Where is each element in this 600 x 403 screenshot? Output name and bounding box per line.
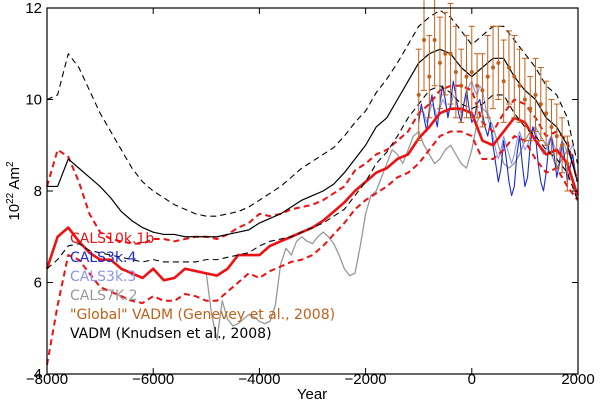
legend-entry-cals7k-2: CALS7K.2 (70, 288, 137, 304)
legend-entry-cals3k-3: CALS3k.3 (70, 269, 136, 285)
data-point (459, 83, 464, 88)
y-axis-title-unit: Am (6, 167, 23, 193)
y-tick-label: 12 (25, 0, 42, 17)
x-tick-label: 2000 (561, 371, 594, 388)
series-vadm-knudsen-et-al-2008-lower (46, 85, 578, 270)
x-tick-label: −6000 (132, 371, 174, 388)
series-layer (45, 0, 579, 366)
data-point (517, 83, 522, 88)
data-point (480, 88, 485, 93)
series-line (46, 9, 579, 217)
y-tick-label: 6 (34, 275, 42, 292)
series-line (205, 108, 574, 341)
data-point (443, 51, 448, 56)
data-point (422, 38, 427, 43)
legend-entry-global-vadm-genevey-et-al-2008: "Global" VADM (Genevey et al., 2008) (70, 307, 335, 323)
x-tick-label: −8000 (26, 371, 68, 388)
data-point (544, 111, 549, 116)
data-point (549, 124, 554, 129)
series-cals7k-2 (205, 108, 574, 341)
series-vadm-knudsen-et-al-2008-upper (46, 9, 579, 217)
y-tick-label: 10 (25, 92, 42, 109)
data-point (464, 74, 469, 79)
y-axis-title-base: 10 (6, 204, 23, 221)
y-tick-label: 8 (34, 183, 42, 200)
x-tick-label: −4000 (238, 371, 280, 388)
data-point (554, 134, 559, 139)
x-tick-label: 0 (468, 371, 476, 388)
series-vadm-knudsen-et-al-2008 (47, 48, 579, 238)
series-line (418, 80, 576, 197)
series-cals3k-3 (418, 80, 576, 165)
legend-entry-cals3k-4: CALS3k.4 (70, 250, 137, 266)
data-point (448, 51, 453, 56)
data-point (491, 65, 496, 70)
data-point (416, 92, 421, 97)
ticks-layer: −8000 −6000 −4000 −2000 0 2000 4 6 8 10 12 (25, 0, 594, 388)
legend: CALS10k.1b CALS3k.4 CALS3k.3 CALS7K.2 "Globa… (70, 231, 335, 342)
legend-entry-cals10k-1b: CALS10k.1b (70, 231, 154, 247)
data-point (522, 97, 527, 102)
x-axis-title: Year (297, 386, 327, 403)
series-line (46, 84, 579, 245)
data-point (475, 83, 480, 88)
series-cals3k-4 (418, 80, 576, 197)
series-line (418, 80, 576, 165)
series-global-vadm-genevey-et-al-2008 (415, 0, 571, 192)
legend-entry-vadm-knudsen-et-al-2008: VADM (Knudsen et al., 2008) (70, 326, 272, 342)
data-point (506, 65, 511, 70)
series-line (46, 85, 578, 270)
y-axis-title-unit-exponent: 2 (5, 161, 16, 167)
data-point (538, 102, 543, 107)
y-tick-label: 4 (34, 366, 42, 383)
data-point (512, 74, 517, 79)
y-axis-title-exponent: 22 (5, 192, 16, 204)
data-point (485, 74, 490, 79)
data-point (453, 70, 458, 75)
data-point (432, 38, 437, 43)
x-tick-label: −2000 (345, 371, 387, 388)
data-point (496, 60, 501, 65)
data-point (469, 70, 474, 75)
data-point (528, 106, 533, 111)
data-point (560, 143, 565, 148)
data-point (565, 161, 570, 166)
data-point (437, 60, 442, 65)
data-point (427, 74, 432, 79)
series-cals10k-1b-upper (46, 84, 579, 245)
series-line (47, 48, 579, 238)
y-axis-title: 1022 Am2 (5, 161, 23, 221)
data-point (533, 92, 538, 97)
data-point (501, 79, 506, 84)
